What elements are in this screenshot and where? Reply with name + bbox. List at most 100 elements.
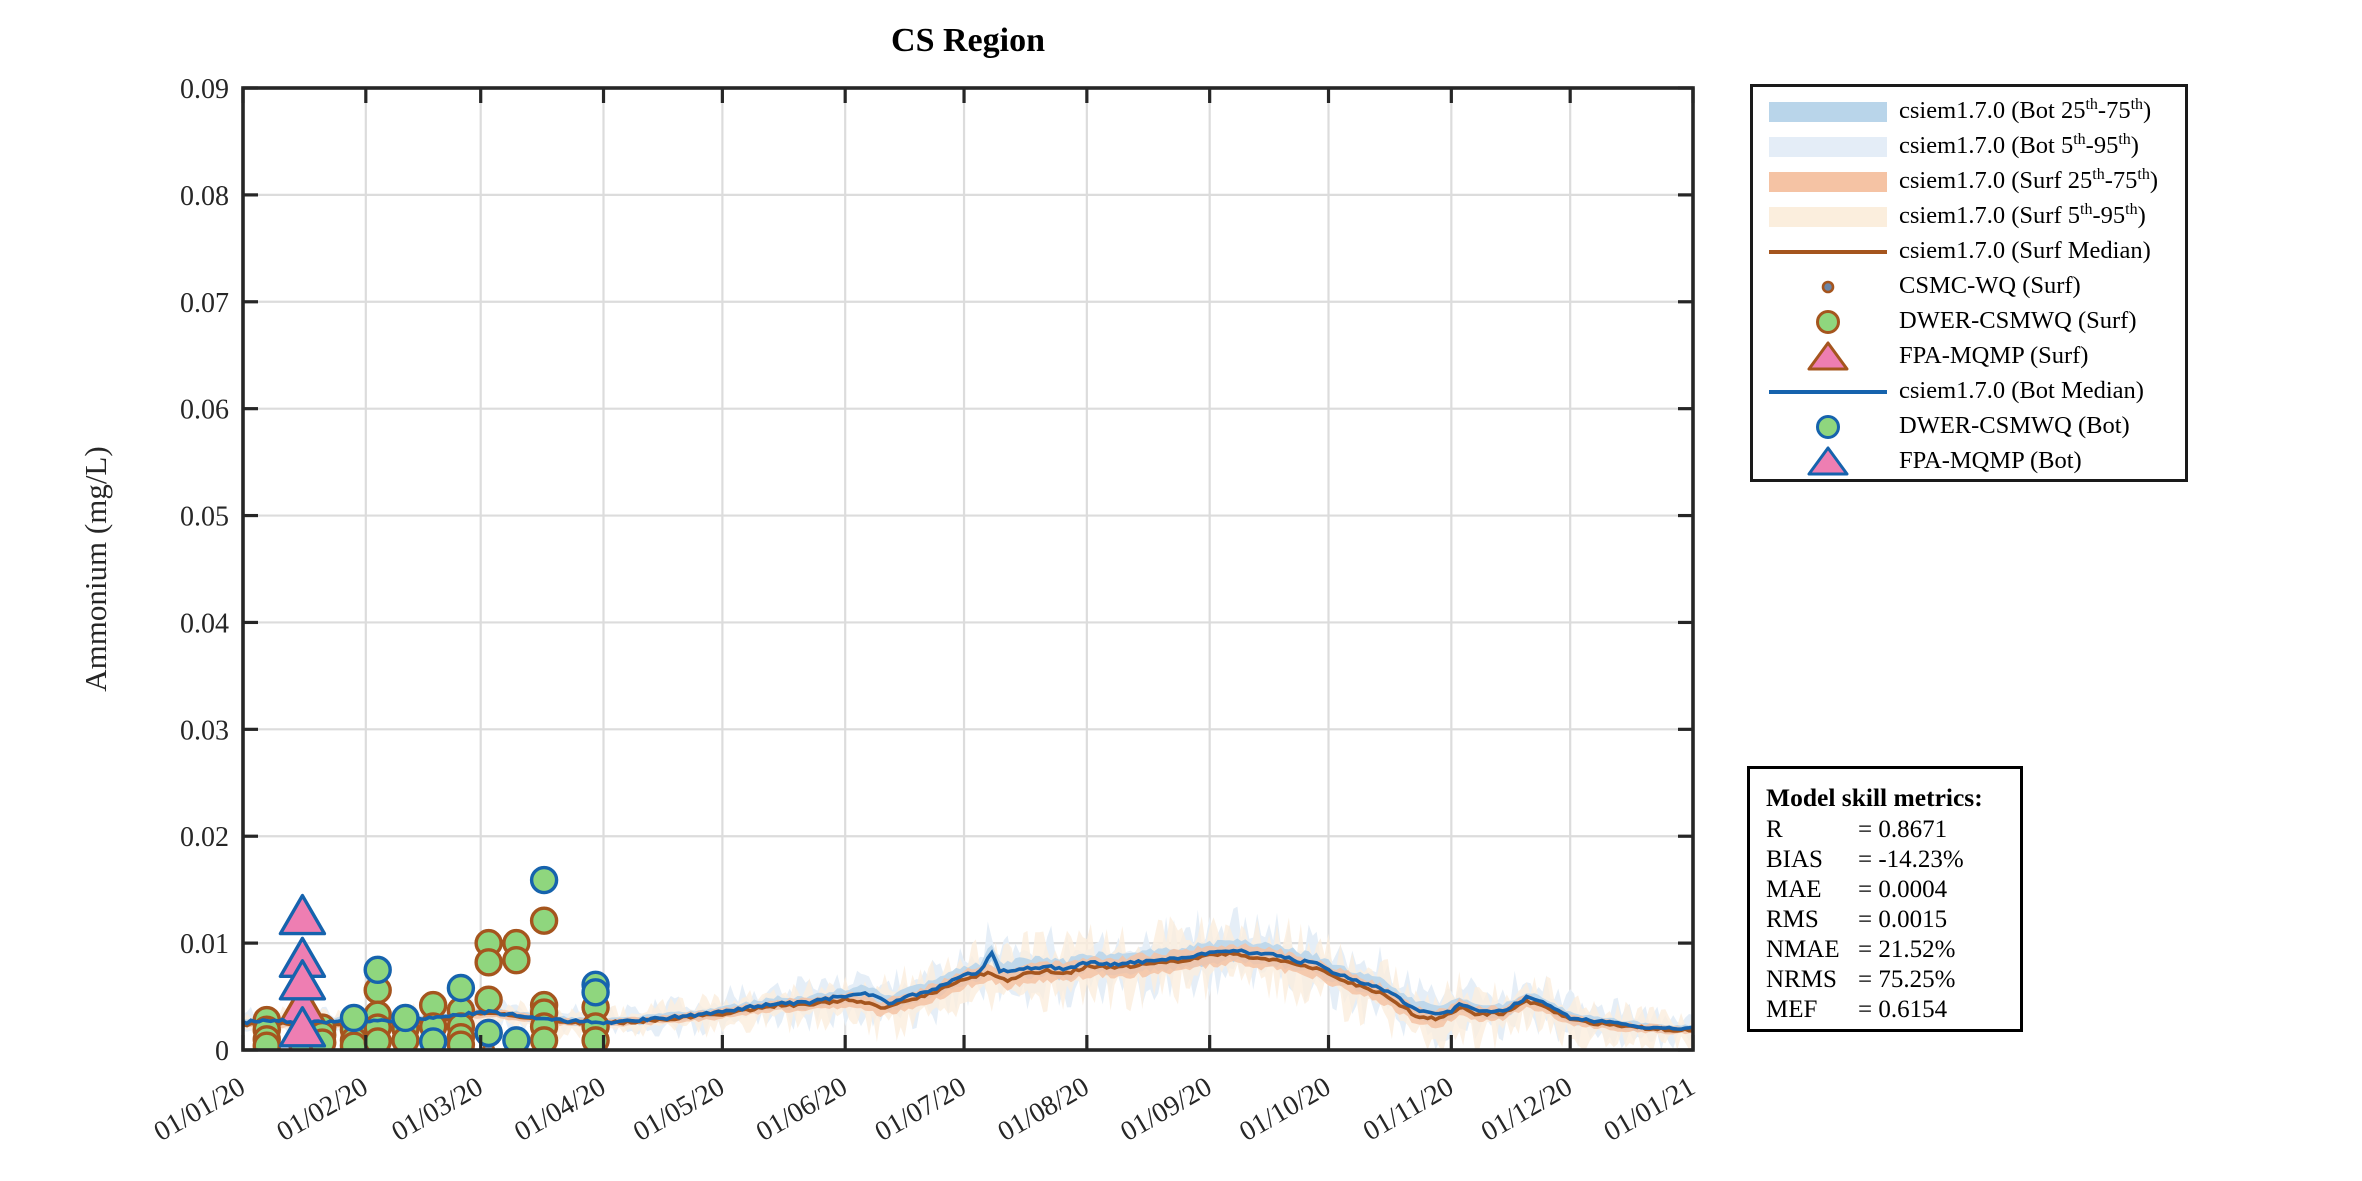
metric-value: = 75.25% — [1858, 966, 1956, 993]
dwer-csmwq-surf-point — [581, 1026, 610, 1050]
metric-value: = 0.0004 — [1858, 876, 1948, 903]
legend-item: csiem1.7.0 (Surf 25th-75th) — [1761, 164, 2185, 199]
x-tick-label: 01/07/20 — [870, 1071, 972, 1148]
legend-item: csiem1.7.0 (Surf Median) — [1761, 234, 2185, 269]
legend-item-label: csiem1.7.0 (Surf 25th-75th) — [1899, 166, 2158, 195]
axes — [241, 86, 1695, 1052]
y-tick-label: 0.09 — [180, 74, 229, 105]
metric-value: = 0.8671 — [1858, 816, 1948, 843]
metric-row: MAE = 0.0004 — [1766, 875, 2020, 905]
metric-row: NRMS = 75.25% — [1766, 965, 2020, 995]
metrics-title: Model skill metrics: — [1766, 783, 1983, 812]
x-tick-label: 01/09/20 — [1115, 1071, 1217, 1148]
dwer-csmwq-surf-point — [446, 1030, 476, 1050]
legend-triangle-marker — [1761, 446, 1899, 478]
model-skill-metrics-box: Model skill metrics: R = 0.8671 BIAS = -14.… — [1747, 766, 2023, 1032]
metric-row: R = 0.8671 — [1766, 815, 2020, 845]
grid-lines — [243, 88, 1693, 1050]
legend-item-label: csiem1.7.0 (Surf Median) — [1899, 237, 2151, 265]
legend-item: csiem1.7.0 (Surf 5th-95th) — [1761, 199, 2185, 234]
legend-triangle-marker — [1761, 341, 1899, 373]
dwer-csmwq-surf-point — [474, 985, 503, 1014]
x-tick-label: 01/12/20 — [1476, 1071, 1578, 1148]
fpa-mqmp-bot-point — [278, 893, 327, 936]
metric-value: = 21.52% — [1858, 936, 1956, 963]
x-tick-label: 01/01/20 — [149, 1071, 251, 1148]
legend-item: DWER-CSMWQ (Bot) — [1761, 409, 2185, 444]
x-tick-label: 01/11/20 — [1358, 1071, 1459, 1147]
y-tick-label: 0.03 — [180, 715, 229, 746]
legend-circle-marker — [1761, 411, 1899, 443]
dwer-csmwq-bot-point — [339, 1003, 369, 1033]
legend-item: csiem1.7.0 (Bot 5th-95th) — [1761, 129, 2185, 164]
x-tick-label: 01/01/21 — [1599, 1071, 1701, 1148]
bot-median-layer — [243, 948, 1693, 1032]
x-tick-label: 01/04/20 — [509, 1071, 611, 1148]
metric-row: BIAS = -14.23% — [1766, 845, 2020, 875]
dwer-csmwq-bot-point — [418, 1027, 448, 1050]
x-tick-label: 01/08/20 — [993, 1071, 1095, 1148]
legend-item-label: DWER-CSMWQ (Surf) — [1899, 307, 2137, 335]
bot-observation-markers — [278, 865, 610, 1050]
dwer-csmwq-surf-point — [474, 948, 503, 977]
x-tick-label: 01/03/20 — [386, 1071, 488, 1148]
band-bot-25-75 — [243, 938, 1693, 1034]
legend-item-label: csiem1.7.0 (Surf 5th-95th) — [1899, 201, 2146, 230]
dwer-csmwq-bot-point — [474, 1018, 503, 1048]
legend-band-swatch — [1761, 201, 1899, 233]
bot-median-line — [243, 948, 1693, 1032]
dwer-csmwq-bot-point — [502, 1026, 531, 1050]
legend-dot-marker — [1761, 271, 1899, 303]
y-tick-label: 0.04 — [180, 608, 229, 639]
dwer-csmwq-bot-point — [529, 865, 559, 895]
dwer-csmwq-bot-point — [391, 1003, 420, 1033]
dwer-csmwq-surf-point — [529, 906, 559, 935]
legend-item-label: csiem1.7.0 (Bot 25th-75th) — [1899, 96, 2152, 125]
legend: csiem1.7.0 (Bot 25th-75th) csiem1.7.0 (Bo… — [1750, 84, 2188, 482]
legend-line-swatch — [1761, 376, 1899, 408]
y-tick-label: 0.02 — [180, 822, 229, 853]
metric-row: MEF = 0.6154 — [1766, 995, 2020, 1025]
legend-item-label: FPA-MQMP (Surf) — [1899, 342, 2089, 370]
x-tick-label: 01/02/20 — [272, 1071, 374, 1148]
y-tick-label: 0.05 — [180, 502, 229, 533]
fpa-mqmp-bot-point — [278, 959, 327, 1001]
metric-value: = -14.23% — [1858, 846, 1964, 873]
metric-label: NMAE — [1766, 936, 1840, 963]
metrics-rows: R = 0.8671 BIAS = -14.23% MAE = 0.0004 RMS = 0.… — [1766, 815, 2020, 1025]
dwer-csmwq-surf-point — [529, 1026, 559, 1050]
legend-band-swatch — [1761, 96, 1899, 128]
metric-row: RMS = 0.0015 — [1766, 905, 2020, 935]
y-tick-label: 0 — [215, 1036, 229, 1067]
x-tick-label: 01/10/20 — [1234, 1071, 1336, 1148]
y-tick-label: 0.06 — [180, 395, 229, 426]
metric-row: NMAE = 21.52% — [1766, 935, 2020, 965]
legend-item-label: csiem1.7.0 (Bot 5th-95th) — [1899, 131, 2139, 160]
legend-item-label: FPA-MQMP (Bot) — [1899, 447, 2082, 475]
dwer-csmwq-surf-point — [502, 946, 531, 975]
dwer-csmwq-bot-point — [363, 955, 392, 985]
legend-item: FPA-MQMP (Bot) — [1761, 444, 2185, 479]
metric-value: = 0.0015 — [1858, 906, 1948, 933]
metric-label: NRMS — [1766, 966, 1837, 993]
legend-item: FPA-MQMP (Surf) — [1761, 339, 2185, 374]
y-tick-label: 0.07 — [180, 288, 229, 319]
legend-item: csiem1.7.0 (Bot Median) — [1761, 374, 2185, 409]
metric-value: = 0.6154 — [1858, 996, 1948, 1023]
chart-title: CS Region — [891, 22, 1045, 59]
fpa-mqmp-bot-point — [278, 1006, 327, 1048]
y-tick-label: 0.08 — [180, 181, 229, 212]
metric-label: MEF — [1766, 996, 1818, 1023]
dwer-csmwq-bot-point — [581, 978, 610, 1007]
legend-item: CSMC-WQ (Surf) — [1761, 269, 2185, 304]
y-tick-label: 0.01 — [180, 929, 229, 960]
metric-label: R — [1766, 816, 1783, 843]
legend-band-swatch — [1761, 131, 1899, 163]
legend-item-label: csiem1.7.0 (Bot Median) — [1899, 377, 2144, 405]
legend-item-label: CSMC-WQ (Surf) — [1899, 272, 2081, 300]
legend-band-swatch — [1761, 166, 1899, 198]
metric-label: MAE — [1766, 876, 1822, 903]
legend-circle-marker — [1761, 306, 1899, 338]
x-tick-label: 01/06/20 — [751, 1071, 853, 1148]
